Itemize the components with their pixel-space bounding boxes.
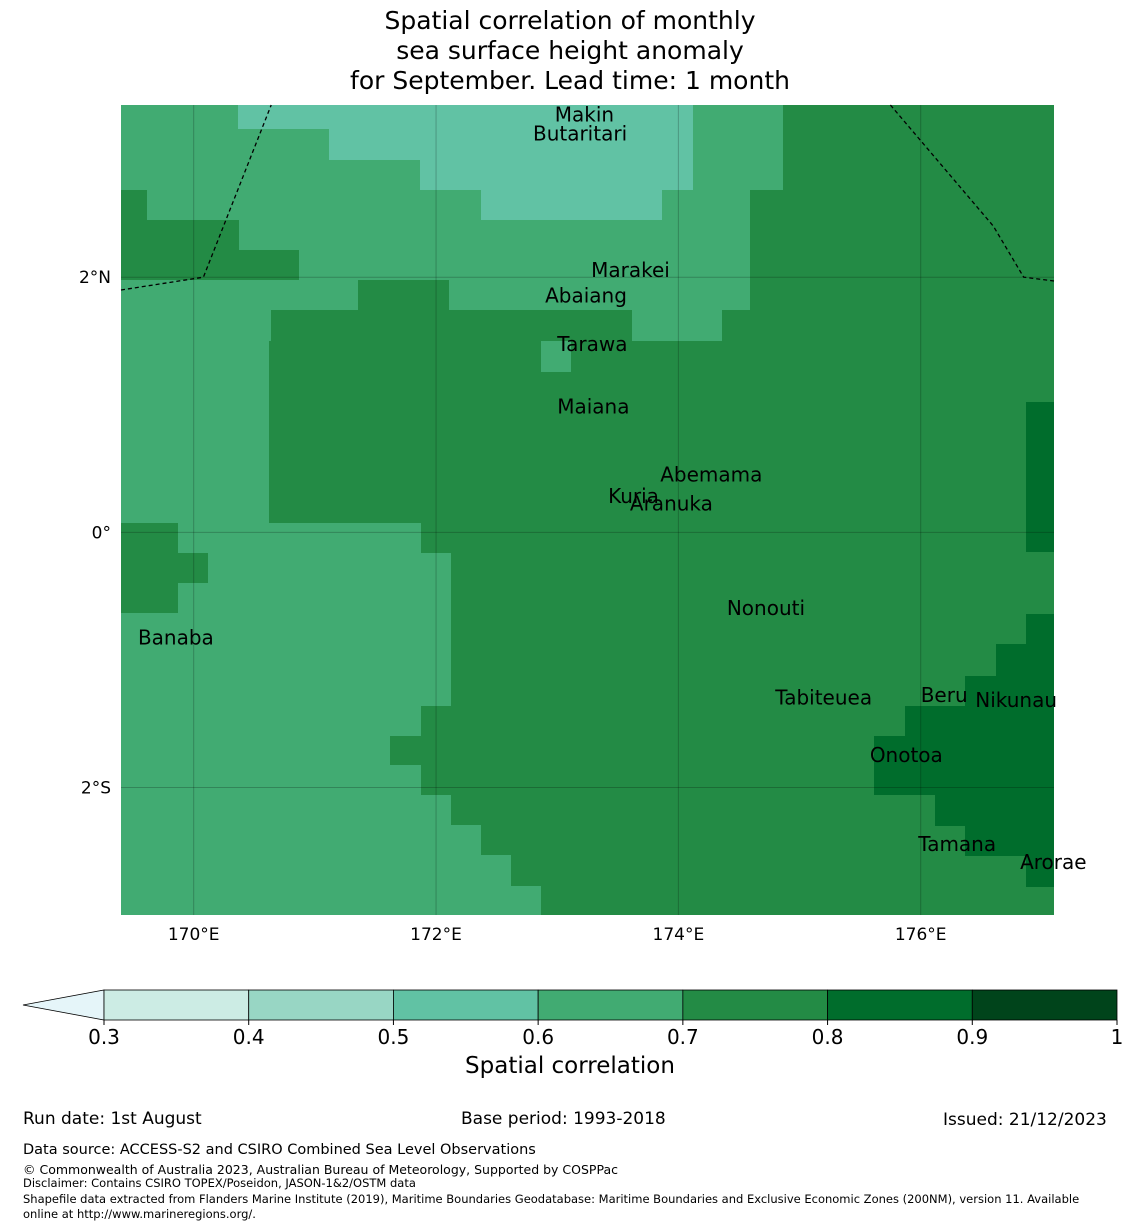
island-label-tarawa: Tarawa xyxy=(556,332,627,356)
colorbar-segment xyxy=(971,989,1118,1021)
title-line-3: for September. Lead time: 1 month xyxy=(350,66,790,95)
data-source: Data source: ACCESS-S2 and CSIRO Combine… xyxy=(23,1142,536,1158)
x-tick-label: 172°E xyxy=(410,925,462,945)
y-tick-label: 2°S xyxy=(81,778,111,798)
island-label-abaiang: Abaiang xyxy=(545,284,627,308)
island-label-onotoa: Onotoa xyxy=(870,743,943,767)
colorbar-tick-label: 1 xyxy=(1111,1025,1124,1049)
colorbar-tick-label: 0.7 xyxy=(667,1025,699,1049)
x-tick-label: 174°E xyxy=(653,925,705,945)
island-label-nikunau: Nikunau xyxy=(975,688,1057,712)
title-line-1: Spatial correlation of monthly xyxy=(384,6,756,35)
graticule xyxy=(121,105,1054,915)
colorbar-tick-label: 0.4 xyxy=(233,1025,265,1049)
island-label-marakei: Marakei xyxy=(591,258,670,282)
shapefile-credit-line-1: Shapefile data extracted from Flanders M… xyxy=(23,1192,1080,1206)
base-period: Base period: 1993-2018 xyxy=(461,1109,666,1129)
colorbar-segment xyxy=(393,989,539,1021)
island-label-banaba: Banaba xyxy=(138,626,214,650)
island-label-aranuka: Aranuka xyxy=(630,492,713,516)
island-label-arorae: Arorae xyxy=(1020,850,1086,874)
copyright: © Commonwealth of Australia 2023, Austra… xyxy=(23,1162,618,1177)
y-tick-label: 0° xyxy=(92,523,111,543)
colorbar-segment xyxy=(682,989,828,1021)
colorbar-tick-label: 0.5 xyxy=(378,1025,410,1049)
island-label-abemama: Abemama xyxy=(660,462,762,486)
colorbar-tick-label: 0.9 xyxy=(956,1025,988,1049)
colorbar-segment xyxy=(248,989,394,1021)
island-label-beru: Beru xyxy=(921,683,968,707)
correlation-field xyxy=(121,105,1054,915)
island-label-maiana: Maiana xyxy=(557,395,629,419)
map-title: Spatial correlation of monthly sea surfa… xyxy=(0,6,1140,96)
colorbar-tick-label: 0.6 xyxy=(522,1025,554,1049)
x-tick-label: 170°E xyxy=(168,925,220,945)
colorbar-label: Spatial correlation xyxy=(465,1053,675,1079)
colorbar-segment xyxy=(827,989,973,1021)
colorbar-extend-min xyxy=(22,989,105,1021)
colorbar-segment xyxy=(537,989,684,1021)
island-label-makin: Makin xyxy=(555,103,614,127)
island-label-nonouti: Nonouti xyxy=(727,596,805,620)
y-tick-label: 2°N xyxy=(79,268,111,288)
x-tick-label: 176°E xyxy=(895,925,947,945)
shapefile-credit-line-2: online at http://www.marineregions.org/. xyxy=(23,1207,256,1221)
island-label-tabiteuea: Tabiteuea xyxy=(774,686,872,710)
island-label-tamana: Tamana xyxy=(917,832,996,856)
colorbar-tick-label: 0.3 xyxy=(88,1025,120,1049)
title-line-2: sea surface height anomaly xyxy=(396,36,744,65)
eez-boundaries xyxy=(120,104,1055,291)
colorbar-segment xyxy=(103,989,250,1021)
disclaimer: Disclaimer: Contains CSIRO TOPEX/Poseido… xyxy=(23,1176,416,1190)
island-label-butaritari: Butaritari xyxy=(533,122,627,146)
boundary-east xyxy=(889,104,1055,282)
island-label-kuria: Kuria xyxy=(608,484,659,508)
colorbar-tick-label: 0.8 xyxy=(812,1025,844,1049)
issued-date: Issued: 21/12/2023 xyxy=(943,1110,1107,1130)
run-date: Run date: 1st August xyxy=(23,1109,202,1129)
boundary-west xyxy=(120,104,272,291)
axis-tick-labels: 170°E 172°E 174°E 176°E 2°N 0° 2°S xyxy=(79,268,947,945)
